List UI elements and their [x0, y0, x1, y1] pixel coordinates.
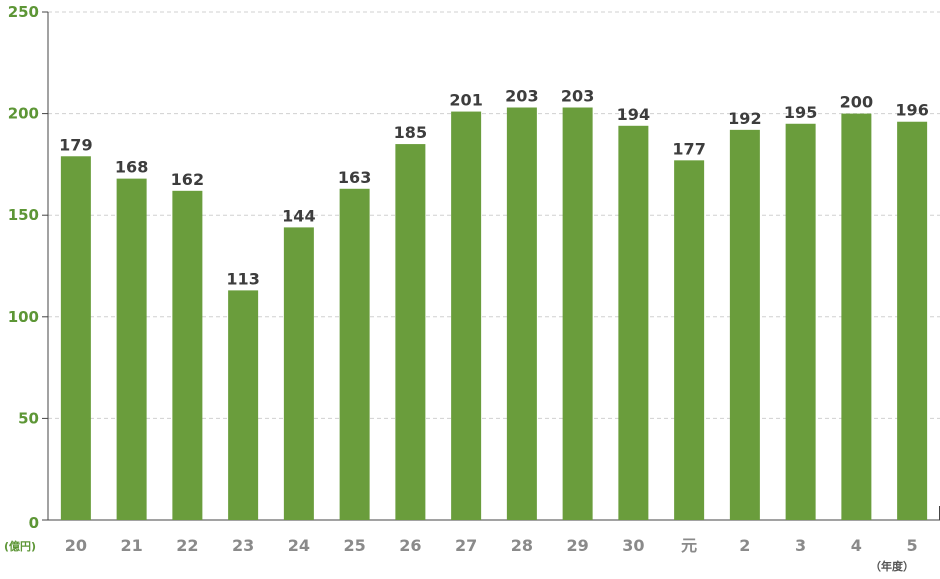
bar: [339, 188, 370, 520]
bar-value-label: 162: [171, 170, 204, 189]
x-tick-label: 22: [176, 536, 198, 555]
bar-value-label: 196: [895, 101, 928, 120]
bar: [60, 156, 91, 520]
bar-value-label: 201: [449, 91, 482, 110]
x-tick-label: 2: [739, 536, 750, 555]
bar: [228, 290, 259, 520]
y-tick-label: 50: [18, 409, 39, 427]
bar: [395, 144, 426, 520]
bar: [618, 125, 649, 521]
value-labels: 179 168 162 113 144 163 185 201 203 203 194 177 192 1…: [59, 87, 929, 289]
x-tick-label: 20: [65, 536, 87, 555]
bar-value-label: 203: [505, 87, 538, 106]
bar: [897, 121, 928, 520]
bar-value-label: 177: [672, 139, 705, 158]
bar-value-label: 168: [115, 158, 148, 177]
bar: [506, 107, 537, 520]
bar-value-label: 185: [394, 123, 427, 142]
bar: [283, 227, 314, 520]
bar: [451, 111, 482, 521]
y-tick-label: 0: [29, 514, 39, 532]
bar-value-label: 113: [226, 269, 259, 288]
bar-value-label: 144: [282, 206, 315, 225]
x-tick-label: 24: [288, 536, 310, 555]
x-tick-label: 元: [681, 536, 697, 555]
bar-value-label: 195: [784, 103, 817, 122]
x-tick-label: 27: [455, 536, 477, 555]
y-tick-label: 200: [8, 105, 39, 123]
x-tick-label: 26: [399, 536, 421, 555]
x-axis-unit: （年度）: [870, 559, 914, 573]
y-tick-label: 250: [8, 3, 39, 21]
x-tick-label: 4: [851, 536, 862, 555]
x-tick-label: 23: [232, 536, 254, 555]
y-tick-label: 100: [8, 308, 39, 326]
bar: [674, 160, 705, 520]
x-tick-label: 25: [343, 536, 365, 555]
bars: [60, 107, 928, 521]
y-tick-label: 150: [8, 206, 39, 224]
x-tick-label: 29: [566, 536, 588, 555]
bar-value-label: 200: [840, 93, 873, 112]
bar-value-label: 179: [59, 135, 92, 154]
x-tick-label: 30: [622, 536, 644, 555]
bar: [172, 190, 203, 521]
bar-value-label: 163: [338, 168, 371, 187]
y-axis-ticks: 0 50 100 150 200 250: [8, 3, 48, 532]
x-axis-ticks: 20 21 22 23 24 25 26 27 28 29 30 元 2 3 4 5: [65, 536, 918, 555]
bar-value-label: 194: [617, 105, 650, 124]
bar: [785, 123, 816, 520]
bar: [841, 113, 872, 520]
x-tick-label: 21: [120, 536, 142, 555]
bar-value-label: 192: [728, 109, 761, 128]
x-tick-label: 5: [907, 536, 918, 555]
bar-value-label: 203: [561, 87, 594, 106]
y-axis-unit: (億円): [4, 539, 36, 553]
bar: [562, 107, 593, 520]
x-tick-label: 28: [511, 536, 533, 555]
x-tick-label: 3: [795, 536, 806, 555]
bar: [116, 178, 147, 520]
bar: [729, 129, 760, 520]
